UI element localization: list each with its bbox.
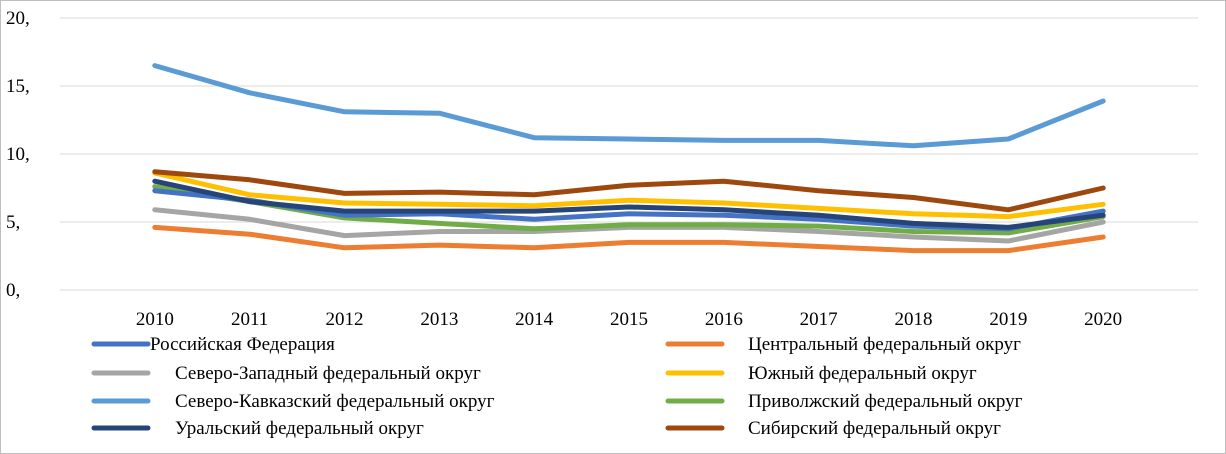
legend-item-4: Северо-Кавказский федеральный округ <box>91 391 495 412</box>
legend-label: Южный федеральный округ <box>748 363 977 384</box>
series-line-4 <box>152 63 1106 149</box>
y-tick-label: 20, <box>6 8 30 29</box>
y-tick-label: 0, <box>6 280 20 301</box>
series-line-7 <box>152 169 1106 213</box>
x-tick-label: 2018 <box>895 309 933 330</box>
legend-label: Северо-Кавказский федеральный округ <box>175 391 495 412</box>
legend-label: Центральный федеральный округ <box>748 334 1021 355</box>
gridlines <box>60 17 1198 291</box>
x-tick-label: 2016 <box>705 309 743 330</box>
series-lines <box>152 63 1106 254</box>
legend-label: Сибирский федеральный округ <box>748 418 1001 439</box>
legend-label: Уральский федеральный округ <box>175 418 424 439</box>
legend-item-0: Российская Федерация <box>91 334 335 355</box>
legend-item-2: Северо-Западный федеральный округ <box>91 363 481 384</box>
x-tick-label: 2014 <box>515 309 554 330</box>
x-tick-label: 2015 <box>610 309 648 330</box>
x-tick-label: 2017 <box>800 309 838 330</box>
legend: Российская Федерация Центральный федераль… <box>91 334 1023 439</box>
y-axis: 0, 5, 10, 15, 20, <box>6 8 30 301</box>
legend-label: Северо-Западный федеральный округ <box>175 363 481 384</box>
legend-item-3: Южный федеральный округ <box>665 363 977 384</box>
series-line-6 <box>152 178 1106 230</box>
x-tick-label: 2010 <box>136 309 174 330</box>
y-tick-label: 5, <box>6 212 20 233</box>
series-line-1 <box>152 224 1106 254</box>
legend-label: Российская Федерация <box>150 334 335 355</box>
x-tick-label: 2019 <box>989 309 1027 330</box>
x-tick-label: 2013 <box>420 309 458 330</box>
x-tick-label: 2012 <box>326 309 364 330</box>
legend-item-5: Приволжский федеральный округ <box>665 391 1023 412</box>
legend-label: Приволжский федеральный округ <box>748 391 1023 412</box>
x-tick-label: 2011 <box>231 309 268 330</box>
x-tick-label: 2020 <box>1084 309 1122 330</box>
series-line-3 <box>152 170 1106 220</box>
y-tick-label: 10, <box>6 144 30 165</box>
legend-item-6: Уральский федеральный округ <box>91 418 424 439</box>
y-tick-label: 15, <box>6 76 30 97</box>
series-line-2 <box>152 207 1106 244</box>
legend-item-1: Центральный федеральный округ <box>665 334 1021 355</box>
x-axis: 2010 2011 2012 2013 2014 2015 2016 2017 2018 2019… <box>136 309 1122 330</box>
legend-item-7: Сибирский федеральный округ <box>665 418 1001 439</box>
